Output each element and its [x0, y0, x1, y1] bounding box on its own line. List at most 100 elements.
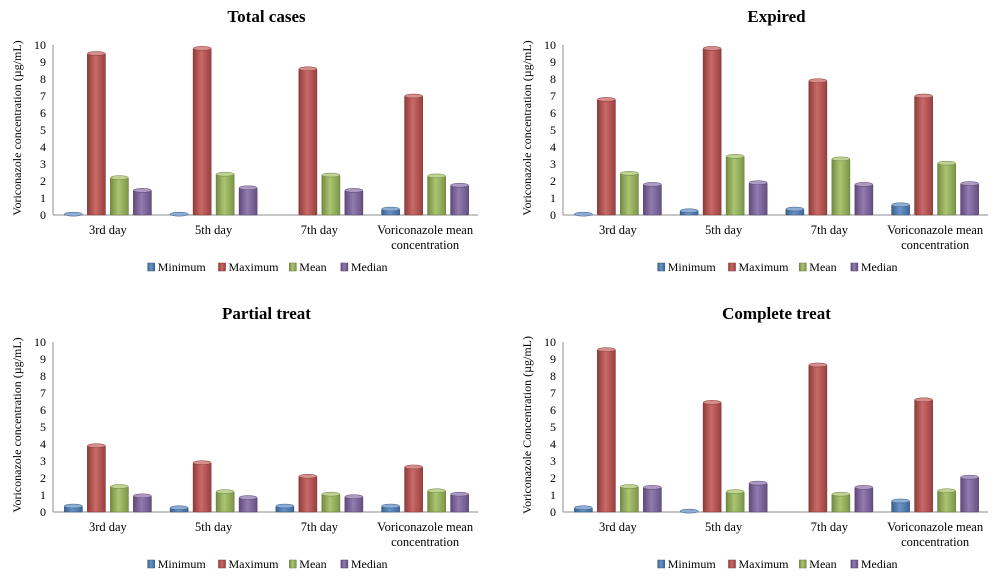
x-category-label: 5th day — [705, 223, 743, 237]
chart-title: Partial treat — [222, 304, 311, 323]
bar-mean — [427, 490, 446, 513]
bar-maximum — [404, 466, 423, 513]
bar-maximum — [808, 364, 828, 513]
bar-top-maximum — [702, 400, 722, 405]
bar-top-maximum — [404, 464, 423, 470]
bar-top-median — [960, 181, 979, 186]
bar-median — [748, 482, 768, 513]
y-axis-label: Voriconazole concentration (µg/mL) — [10, 337, 24, 512]
legend-item-minimum: Minimum — [657, 557, 717, 571]
x-category-label: Voriconazole mean concentration — [887, 223, 984, 252]
y-tick-label: 8 — [40, 72, 46, 86]
y-tick-label: 10 — [34, 335, 46, 349]
y-tick-label: 5 — [550, 123, 556, 137]
legend-item-mean: Mean — [799, 557, 837, 571]
legend-label: Mean — [809, 557, 836, 571]
y-tick-label: 10 — [544, 38, 556, 52]
bar-top-minimum — [891, 498, 910, 504]
bar-median — [960, 476, 979, 513]
bar-maximum — [597, 349, 616, 513]
bar-maximum — [702, 402, 722, 513]
y-tick-label: 5 — [550, 420, 556, 434]
y-tick-label: 4 — [550, 140, 556, 154]
x-category-label: Voriconazole mean concentration — [377, 223, 474, 252]
legend-swatch — [799, 262, 807, 272]
y-tick-label: 6 — [550, 403, 556, 417]
x-category-label: 7th day — [301, 520, 339, 534]
y-tick-label: 5 — [40, 123, 46, 137]
bar-maximum — [87, 53, 106, 216]
bar-top-minimum — [574, 211, 593, 217]
y-tick-label: 2 — [550, 471, 556, 485]
y-tick-label: 7 — [550, 89, 556, 103]
legend-label: Median — [351, 260, 388, 274]
bar-top-mean — [321, 172, 341, 178]
bar-maximum — [404, 95, 423, 216]
y-tick-label: 1 — [550, 488, 556, 502]
bar-top-median — [238, 495, 258, 500]
bar-top-minimum — [381, 503, 400, 509]
bar-top-minimum — [574, 505, 593, 510]
bar-top-minimum — [169, 211, 189, 217]
chart-panel-complete-treat: Complete treat Voriconazole Concentration… — [510, 297, 1000, 582]
chart-panel-expired: Expired Voriconazole concentration (µg/mL… — [510, 0, 1000, 285]
chart-svg: Complete treat Voriconazole Concentration… — [520, 304, 988, 571]
x-category-label: 3rd day — [599, 520, 638, 534]
x-category-label: 3rd day — [599, 223, 638, 237]
bar-top-minimum — [679, 208, 699, 213]
y-tick-label: 9 — [40, 55, 46, 69]
chart-svg: Expired Voriconazole concentration (µg/mL… — [520, 7, 988, 274]
legend-label: Median — [861, 260, 898, 274]
y-tick-label: 3 — [40, 157, 46, 171]
bar-median — [854, 184, 874, 216]
bar-top-mean — [725, 154, 745, 159]
bar-top-median — [960, 474, 979, 480]
bar-top-maximum — [404, 93, 423, 99]
legend-item-maximum: Maximum — [218, 557, 280, 571]
legend-swatch — [147, 262, 155, 272]
y-tick-label: 3 — [40, 454, 46, 468]
bar-top-mean — [427, 488, 446, 493]
legend-label: Minimum — [668, 557, 717, 571]
legend-swatch — [218, 262, 226, 272]
bar-mean — [831, 493, 851, 513]
legend-swatch — [657, 559, 665, 569]
bar-top-median — [854, 182, 874, 187]
y-tick-label: 0 — [40, 208, 46, 222]
legend-label: Mean — [809, 260, 836, 274]
legend-label: Maximum — [229, 557, 280, 571]
bar-top-maximum — [298, 474, 318, 479]
bar-top-median — [748, 180, 768, 185]
bar-median — [854, 487, 874, 513]
bar-top-mean — [321, 491, 341, 497]
chart-panel-total-cases: Total cases Voriconazole concentration (µ… — [0, 0, 490, 285]
x-category-label: 5th day — [195, 223, 233, 237]
bar-top-maximum — [192, 460, 212, 465]
legend-label: Maximum — [739, 557, 790, 571]
bar-top-maximum — [808, 78, 828, 83]
x-category-label: Voriconazole mean concentration — [377, 520, 474, 549]
bar-top-maximum — [702, 46, 722, 51]
bar-mean — [321, 174, 341, 216]
bar-top-median — [748, 480, 768, 486]
y-tick-label: 0 — [550, 505, 556, 519]
y-tick-label: 4 — [40, 437, 46, 451]
y-tick-label: 9 — [550, 55, 556, 69]
y-tick-label: 8 — [550, 369, 556, 383]
legend-item-mean: Mean — [799, 260, 837, 274]
bar-maximum — [597, 99, 616, 216]
bar-top-median — [450, 491, 469, 497]
y-tick-label: 0 — [550, 208, 556, 222]
x-category-label: 3rd day — [89, 520, 128, 534]
bar-top-mean — [620, 484, 639, 489]
legend-swatch — [147, 559, 155, 569]
y-tick-label: 8 — [550, 72, 556, 86]
legend-label: Maximum — [229, 260, 280, 274]
bar-top-minimum — [381, 206, 400, 212]
bar-maximum — [298, 476, 318, 513]
bar-top-median — [643, 182, 662, 187]
legend-label: Mean — [299, 557, 326, 571]
bar-top-median — [450, 183, 469, 188]
y-tick-label: 6 — [40, 106, 46, 120]
legend-swatch — [850, 262, 859, 272]
